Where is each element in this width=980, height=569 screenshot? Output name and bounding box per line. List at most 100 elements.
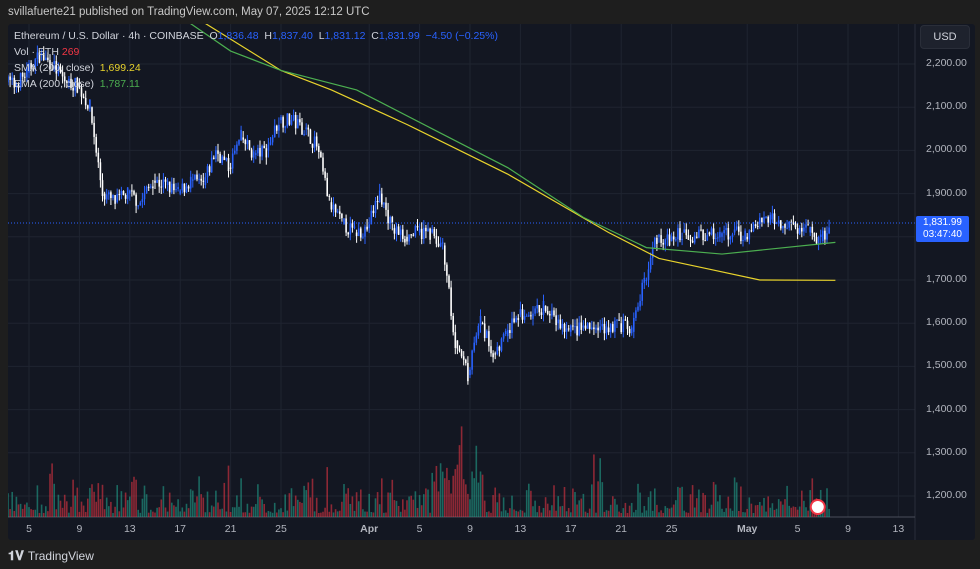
- volume-bar: [59, 500, 62, 517]
- currency-button[interactable]: USD: [920, 25, 970, 49]
- candle-body: [87, 105, 89, 109]
- candle-body: [704, 240, 706, 242]
- volume-bar: [257, 484, 259, 517]
- candle-body: [513, 318, 515, 323]
- volume-bar: [213, 506, 215, 517]
- candle-body: [166, 181, 169, 185]
- ema-value: 1,787.11: [99, 78, 140, 90]
- volume-bar: [84, 511, 87, 517]
- candle-body: [402, 229, 404, 239]
- candle-body: [192, 179, 194, 181]
- candle-body: [435, 235, 438, 244]
- volume-bar: [494, 487, 496, 517]
- candle-body: [765, 216, 767, 218]
- candle-body: [97, 152, 100, 163]
- volume-label[interactable]: Vol · ETH: [14, 46, 59, 58]
- candle-body: [729, 236, 732, 240]
- volume-bar: [108, 506, 110, 517]
- candle-body: [269, 142, 272, 145]
- volume-bar: [370, 511, 373, 517]
- price-tick: 1,600.00: [926, 316, 967, 329]
- volume-bar: [769, 507, 772, 517]
- volume-bar: [706, 512, 709, 517]
- tradingview-logo[interactable]: 𝟏𝐕 TradingView: [8, 548, 94, 564]
- candle-body: [563, 323, 566, 332]
- volume-bar: [397, 505, 400, 517]
- candle-body: [570, 325, 572, 332]
- volume-bar: [360, 489, 362, 517]
- candle-body: [378, 190, 381, 203]
- candle-body: [152, 186, 154, 189]
- candle-body: [208, 166, 211, 173]
- candle-body: [534, 308, 536, 314]
- volume-bar: [238, 506, 240, 517]
- volume-bar: [89, 487, 91, 517]
- volume-bar: [511, 495, 513, 517]
- candle-body: [301, 122, 303, 135]
- volume-bar: [582, 493, 585, 517]
- volume-bar: [693, 507, 696, 517]
- volume-bar: [265, 512, 268, 517]
- volume-bar: [221, 508, 223, 517]
- volume-bar: [452, 475, 454, 517]
- candle-body: [595, 327, 597, 330]
- candle-body: [714, 237, 717, 240]
- volume-bar: [234, 507, 236, 517]
- volume-bar: [271, 512, 274, 517]
- candle-body: [643, 277, 646, 283]
- volume-bar: [215, 490, 217, 517]
- candle-body: [89, 99, 91, 109]
- candle-body: [187, 186, 190, 189]
- volume-bar: [668, 508, 671, 517]
- volume-bar: [630, 502, 633, 517]
- candle-body: [635, 310, 637, 318]
- volume-bar: [95, 501, 97, 517]
- volume-bar: [473, 478, 475, 517]
- sma-label[interactable]: SMA (200, close): [14, 62, 94, 74]
- volume-bar: [670, 507, 673, 517]
- candle-body: [666, 234, 669, 240]
- candle-body: [227, 157, 230, 172]
- candle-body: [605, 326, 608, 334]
- volume-bar: [36, 485, 39, 517]
- candle-body: [738, 226, 740, 232]
- volume-bar: [651, 510, 654, 517]
- volume-bar: [754, 505, 757, 517]
- candle-body: [74, 77, 76, 91]
- volume-bar: [74, 495, 76, 517]
- candle-body: [381, 193, 383, 205]
- ema-label[interactable]: EMA (200, close): [14, 78, 94, 90]
- candle-body: [179, 190, 181, 194]
- volume-bar: [796, 509, 799, 517]
- candle-body: [437, 243, 440, 247]
- candle-body: [523, 316, 526, 320]
- volume-bar: [194, 502, 196, 517]
- candle-body: [668, 234, 671, 246]
- candle-body: [780, 220, 782, 229]
- candle-body: [236, 144, 238, 151]
- candle-body: [750, 230, 753, 232]
- sma-line: [205, 24, 836, 281]
- symbol-title[interactable]: Ethereum / U.S. Dollar · 4h · COINBASE: [14, 30, 204, 42]
- volume-bar: [603, 511, 606, 517]
- volume-bar: [51, 463, 53, 517]
- volume-bar: [444, 478, 446, 517]
- volume-bar: [63, 494, 66, 517]
- candle-body: [177, 186, 179, 190]
- candle-body: [710, 228, 713, 235]
- chart-pane[interactable]: [8, 24, 975, 540]
- price-chart[interactable]: [8, 24, 975, 540]
- candle-body: [103, 193, 106, 200]
- time-tick: 13: [892, 523, 905, 535]
- volume-bar: [481, 474, 484, 517]
- candle-body: [467, 363, 469, 382]
- candle-body: [591, 327, 593, 329]
- volume-bar: [483, 500, 486, 517]
- volume-bar: [681, 486, 683, 517]
- candle-body: [588, 322, 591, 329]
- volume-bar: [402, 499, 404, 517]
- candle-body: [135, 194, 137, 206]
- candle-body: [416, 225, 419, 228]
- volume-bar: [635, 509, 637, 517]
- volume-bar: [492, 495, 494, 517]
